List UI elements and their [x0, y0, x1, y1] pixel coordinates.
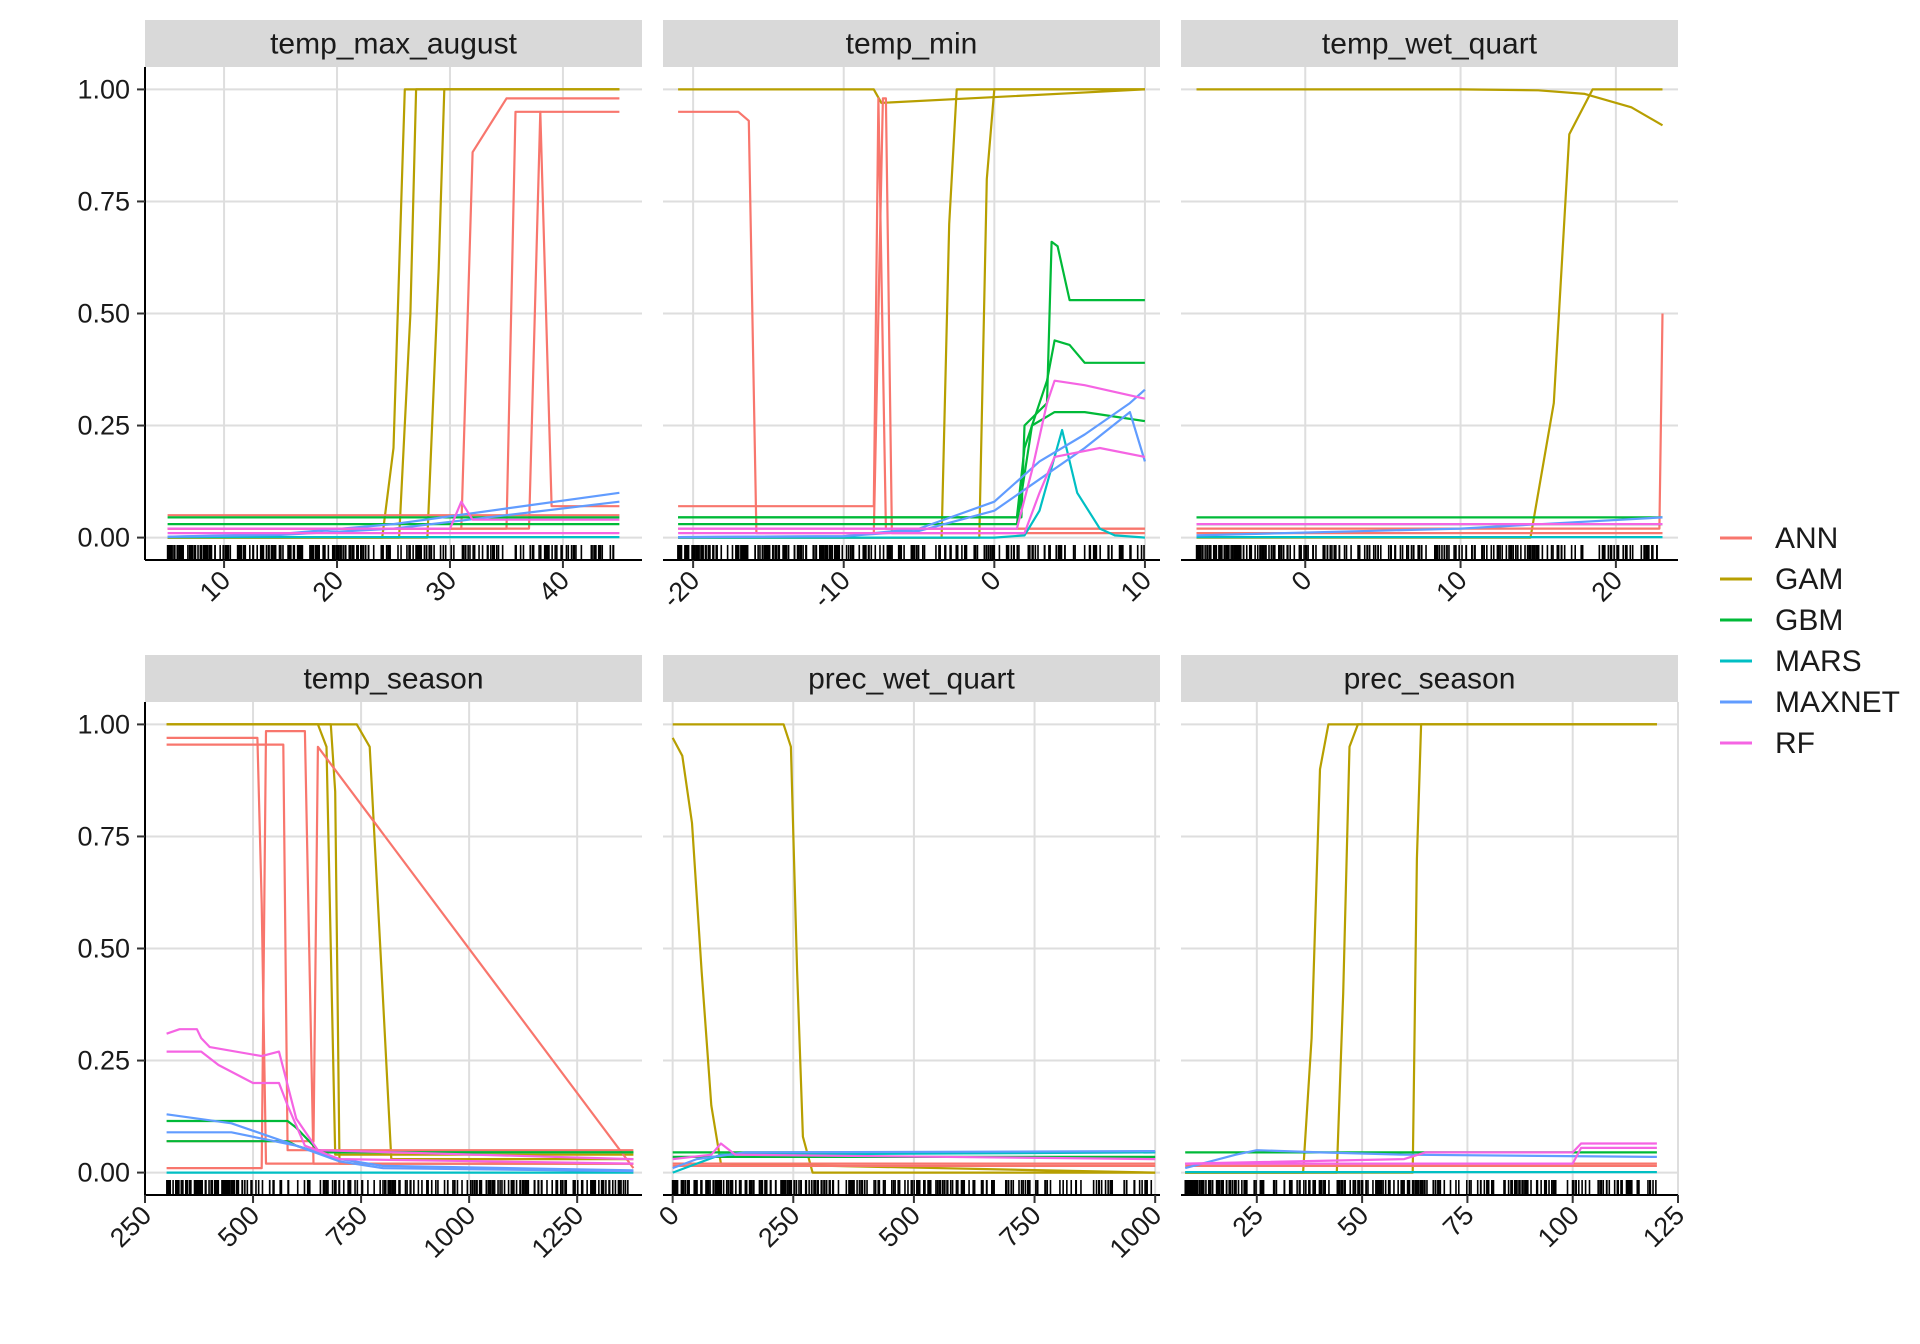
panel-title: prec_season — [1344, 663, 1516, 696]
series-line-RF — [166, 1050, 634, 1165]
x-tick-label: 100 — [1532, 1200, 1585, 1253]
panel-temp_max_august: temp_max_august 0.00 0.25 0.50 0.75 1.00 10 20 3… — [77, 20, 642, 607]
series-line-GAM — [166, 723, 634, 1156]
x-tick-label: 0 — [975, 565, 1007, 597]
x-tick-label: 10 — [1115, 565, 1157, 607]
series-line-GBM — [678, 240, 1145, 519]
series-line-GAM — [672, 723, 1156, 1174]
panel-prec_season: prec_season 25 50 75 100 125 — [1181, 655, 1690, 1253]
panel-strip — [663, 20, 1160, 67]
x-tick-label: 1000 — [1104, 1200, 1168, 1264]
y-tick-label: 1.00 — [77, 709, 130, 739]
panel-temp_season: temp_season 0.00 0.25 0.50 0.75 1.00 250 500 750… — [77, 655, 642, 1264]
series-line-ANN — [1196, 313, 1664, 530]
panel-temp_min: temp_min -20 -10 0 10 — [657, 20, 1160, 614]
series-line-ANN — [166, 729, 634, 1170]
y-tick-label: 1.00 — [77, 74, 130, 104]
x-tick-label: 40 — [533, 565, 575, 607]
x-tick-label: 500 — [873, 1200, 926, 1253]
x-tick-label: 1250 — [526, 1200, 590, 1264]
x-tick-label: 750 — [994, 1200, 1047, 1253]
panel-strip — [1181, 655, 1678, 702]
x-tick-label: 750 — [320, 1200, 373, 1253]
series-line-GAM — [166, 723, 634, 1161]
x-tick-label: 250 — [104, 1200, 157, 1253]
x-tick-label: 0 — [653, 1200, 685, 1232]
legend: ANN GAM GBM MARS MAXNET RF — [1720, 522, 1900, 760]
series-line-MAXNET — [1196, 516, 1663, 537]
series-line-RF — [167, 500, 620, 530]
panel-temp_wet_quart: temp_wet_quart 0 10 20 — [1181, 20, 1678, 607]
series-line-GAM — [678, 88, 1145, 105]
panel-strip — [663, 655, 1160, 702]
panel-strip — [145, 20, 642, 67]
x-tick-label: -20 — [657, 565, 706, 614]
series-line-ANN — [167, 110, 620, 530]
series-line-RF — [1185, 1146, 1657, 1165]
x-tick-label: 30 — [420, 565, 462, 607]
series-line-ANN — [166, 736, 634, 1165]
panel-prec_wet_quart: prec_wet_quart 0 250 500 750 1000 — [653, 655, 1167, 1264]
legend-label-MARS: MARS — [1775, 645, 1862, 678]
series-line-GAM — [1196, 88, 1664, 127]
y-tick-label: 0.25 — [77, 411, 130, 441]
panel-title: temp_max_august — [270, 28, 517, 61]
x-tick-label: 50 — [1332, 1200, 1374, 1242]
x-tick-label: 10 — [194, 565, 236, 607]
y-tick-label: 0.50 — [77, 299, 130, 329]
x-tick-label: 1000 — [418, 1200, 482, 1264]
y-tick-label: 0.00 — [77, 523, 130, 553]
series-line-RF — [678, 379, 1146, 530]
series-line-ANN — [678, 97, 1145, 535]
panel-strip — [1181, 20, 1678, 67]
series-line-ANN — [167, 110, 620, 530]
series-line-RF — [678, 446, 1146, 535]
series-line-MARS — [678, 428, 1145, 539]
legend-label-GAM: GAM — [1775, 563, 1843, 596]
x-tick-label: 125 — [1637, 1200, 1690, 1253]
panel-title: temp_wet_quart — [1322, 28, 1538, 61]
series-line-ANN — [166, 743, 634, 1152]
series-line-MARS — [672, 1151, 1156, 1174]
legend-label-MAXNET: MAXNET — [1775, 686, 1900, 719]
series-line-ANN — [166, 745, 635, 1169]
panel-title: temp_season — [303, 663, 483, 696]
x-tick-label: 500 — [212, 1200, 265, 1253]
series-line-RF — [1185, 1142, 1657, 1165]
x-tick-label: 20 — [1586, 565, 1628, 607]
y-tick-label: 0.00 — [77, 1158, 130, 1188]
series-line-MAXNET — [678, 411, 1146, 539]
series-line-RF — [166, 1028, 634, 1161]
legend-label-ANN: ANN — [1775, 522, 1838, 555]
y-tick-label: 0.50 — [77, 934, 130, 964]
legend-label-RF: RF — [1775, 727, 1815, 760]
x-tick-label: 250 — [752, 1200, 805, 1253]
y-tick-label: 0.75 — [77, 821, 130, 851]
x-tick-label: 10 — [1430, 565, 1472, 607]
x-tick-label: 25 — [1227, 1200, 1269, 1242]
series-line-MAXNET — [672, 1149, 1156, 1170]
panel-title: prec_wet_quart — [808, 663, 1015, 696]
series-line-MAXNET — [1184, 1149, 1657, 1170]
panel-strip — [145, 655, 642, 702]
y-tick-label: 0.25 — [77, 1046, 130, 1076]
x-tick-label: -10 — [807, 565, 856, 614]
series-line-RF — [672, 1142, 1156, 1161]
y-tick-label: 0.75 — [77, 186, 130, 216]
series-line-MAXNET — [166, 1131, 634, 1173]
series-line-GBM — [678, 339, 1145, 519]
panel-title: temp_min — [846, 28, 978, 61]
legend-label-GBM: GBM — [1775, 604, 1843, 637]
series-line-GAM — [166, 723, 634, 1165]
x-tick-label: 75 — [1437, 1200, 1479, 1242]
x-tick-label: 20 — [307, 565, 349, 607]
x-tick-label: 0 — [1286, 565, 1318, 597]
